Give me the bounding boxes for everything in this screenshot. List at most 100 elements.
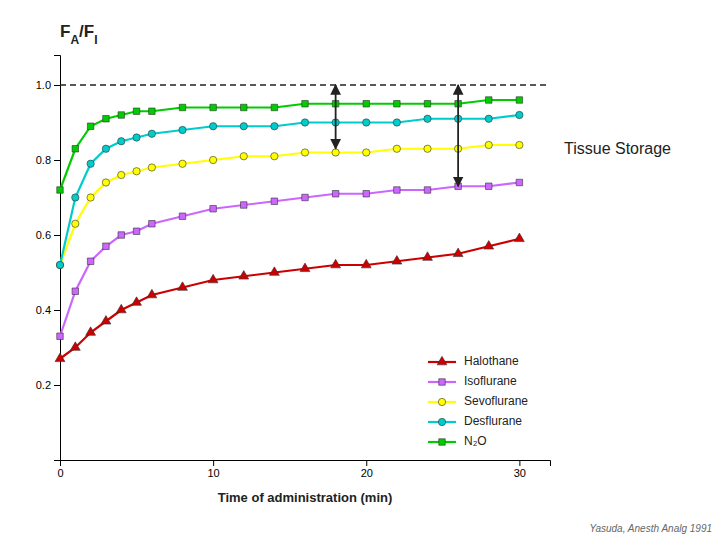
- y-axis-title: FA/FI: [60, 22, 98, 47]
- data-point: [133, 108, 139, 114]
- legend-label: Desflurane: [464, 414, 522, 428]
- y-tick-label: 0.2: [36, 379, 51, 391]
- data-point: [87, 194, 94, 201]
- series: [57, 97, 523, 193]
- series-line: [60, 145, 519, 265]
- data-point: [301, 119, 308, 126]
- y-tick-label: 1.0: [36, 79, 51, 91]
- legend-symbol: [439, 379, 445, 385]
- y-tick: 0.8: [36, 154, 60, 166]
- arrow: [335, 85, 337, 149]
- legend-label: Halothane: [464, 354, 519, 368]
- data-point: [302, 101, 308, 107]
- x-tick-mark: [519, 460, 520, 466]
- data-point: [209, 156, 216, 163]
- series: [56, 111, 523, 268]
- arrow: [457, 85, 459, 186]
- data-point: [179, 126, 186, 133]
- series-line: [60, 100, 519, 190]
- data-point: [57, 333, 63, 339]
- legend-symbol: [438, 398, 445, 405]
- data-point: [101, 316, 111, 325]
- y-tick-mark: [54, 385, 60, 386]
- data-point: [56, 261, 63, 268]
- data-point: [118, 232, 124, 238]
- x-axis-title: Time of administration (min): [218, 490, 393, 505]
- data-point: [178, 282, 188, 291]
- data-point: [118, 112, 124, 118]
- data-point: [70, 342, 80, 351]
- y-tick-mark: [54, 310, 60, 311]
- data-point: [394, 101, 400, 107]
- data-point: [208, 274, 218, 283]
- x-axis-line: [61, 461, 551, 467]
- data-point: [424, 187, 430, 193]
- data-point: [241, 104, 247, 110]
- legend-entry: Sevoflurane: [428, 394, 528, 408]
- data-point: [424, 115, 431, 122]
- y-tick-mark: [54, 160, 60, 161]
- data-point: [179, 104, 185, 110]
- data-point: [149, 108, 155, 114]
- y-tick: 0.2: [36, 379, 60, 391]
- x-tick: 30: [514, 460, 526, 479]
- plot-area: [55, 85, 550, 362]
- series-line: [60, 183, 519, 337]
- data-point: [148, 164, 155, 171]
- data-point: [423, 252, 433, 261]
- data-point: [103, 243, 109, 249]
- x-tick-mark: [213, 460, 214, 466]
- text-part: F: [60, 22, 70, 41]
- x-tick-label: 10: [208, 467, 220, 479]
- data-point: [486, 183, 492, 189]
- data-point: [453, 248, 463, 257]
- data-point: [361, 259, 371, 268]
- data-point: [363, 119, 370, 126]
- data-point: [209, 123, 216, 130]
- y-tick-label: 0.4: [36, 304, 51, 316]
- data-point: [300, 263, 310, 272]
- data-point: [147, 289, 157, 298]
- data-point: [72, 220, 79, 227]
- data-point: [485, 141, 492, 148]
- data-point: [269, 267, 279, 276]
- data-point: [86, 327, 96, 336]
- x-tick-label: 0: [57, 467, 63, 479]
- legend-entry: Isoflurane: [428, 374, 517, 388]
- data-point: [516, 179, 522, 185]
- legend: Halothane Isoflurane Sevoflurane Desflurane…: [428, 354, 528, 448]
- x-tick: 10: [208, 460, 220, 479]
- data-point: [179, 213, 185, 219]
- data-point: [133, 228, 139, 234]
- data-point: [57, 187, 63, 193]
- data-point: [133, 168, 140, 175]
- data-point: [179, 160, 186, 167]
- data-point: [149, 221, 155, 227]
- x-tick-label: 30: [514, 467, 526, 479]
- data-point: [301, 149, 308, 156]
- y-tick-label: 0.6: [36, 229, 51, 241]
- y-tick: 0.6: [36, 229, 60, 241]
- data-point: [56, 261, 63, 268]
- legend-label: Isoflurane: [464, 374, 517, 388]
- data-point: [241, 202, 247, 208]
- data-point: [363, 191, 369, 197]
- legend-entry: Halothane: [428, 354, 519, 368]
- data-point: [393, 145, 400, 152]
- data-point: [239, 271, 249, 280]
- legend-label: Sevoflurane: [464, 394, 528, 408]
- data-point: [424, 145, 431, 152]
- data-point: [514, 233, 524, 242]
- data-point: [133, 134, 140, 141]
- y-axis-line: [54, 56, 61, 461]
- data-point: [331, 259, 341, 268]
- data-point: [302, 194, 308, 200]
- data-point: [240, 153, 247, 160]
- data-point: [87, 160, 94, 167]
- series: [57, 179, 523, 339]
- data-point: [332, 149, 339, 156]
- data-point: [332, 191, 338, 197]
- data-point: [516, 97, 522, 103]
- data-point: [55, 353, 65, 362]
- legend-symbol: [437, 356, 447, 365]
